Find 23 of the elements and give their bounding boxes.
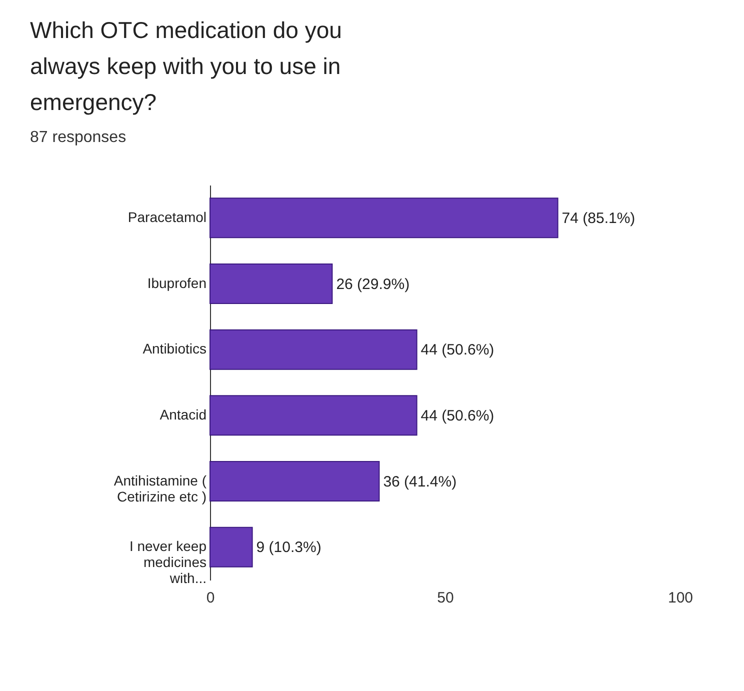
- y-tick-label: Antacid: [160, 406, 206, 422]
- bar: [210, 526, 253, 568]
- x-tick-label: 50: [437, 590, 454, 606]
- data-label: 26 (29.9%): [336, 276, 410, 293]
- bar: [210, 198, 558, 238]
- y-tick-label: Antibiotics: [142, 340, 206, 357]
- y-tick-label: Paracetamol: [128, 208, 206, 225]
- bar: [210, 395, 418, 436]
- bar: [210, 264, 333, 304]
- data-label: 9 (10.3%): [256, 539, 322, 556]
- bar: [210, 329, 418, 370]
- data-label: 44 (50.6%): [420, 407, 494, 424]
- y-tick-label: Antihistamine ( Cetirizine etc ): [114, 472, 207, 504]
- data-label: 36 (41.4%): [383, 473, 457, 490]
- data-label: 44 (50.6%): [420, 342, 494, 359]
- chart-title: Which OTC medication do you always keep with you to use in emergency?: [30, 17, 342, 115]
- x-tick-label: 100: [668, 590, 694, 606]
- bar: [210, 461, 380, 502]
- text: 87 responses: [30, 129, 126, 146]
- y-tick-label: Ibuprofen: [147, 274, 206, 291]
- y-tick-label: I never keep medicines with...: [129, 538, 207, 586]
- x-tick-label: 0: [206, 590, 215, 606]
- data-label: 74 (85.1%): [562, 210, 636, 227]
